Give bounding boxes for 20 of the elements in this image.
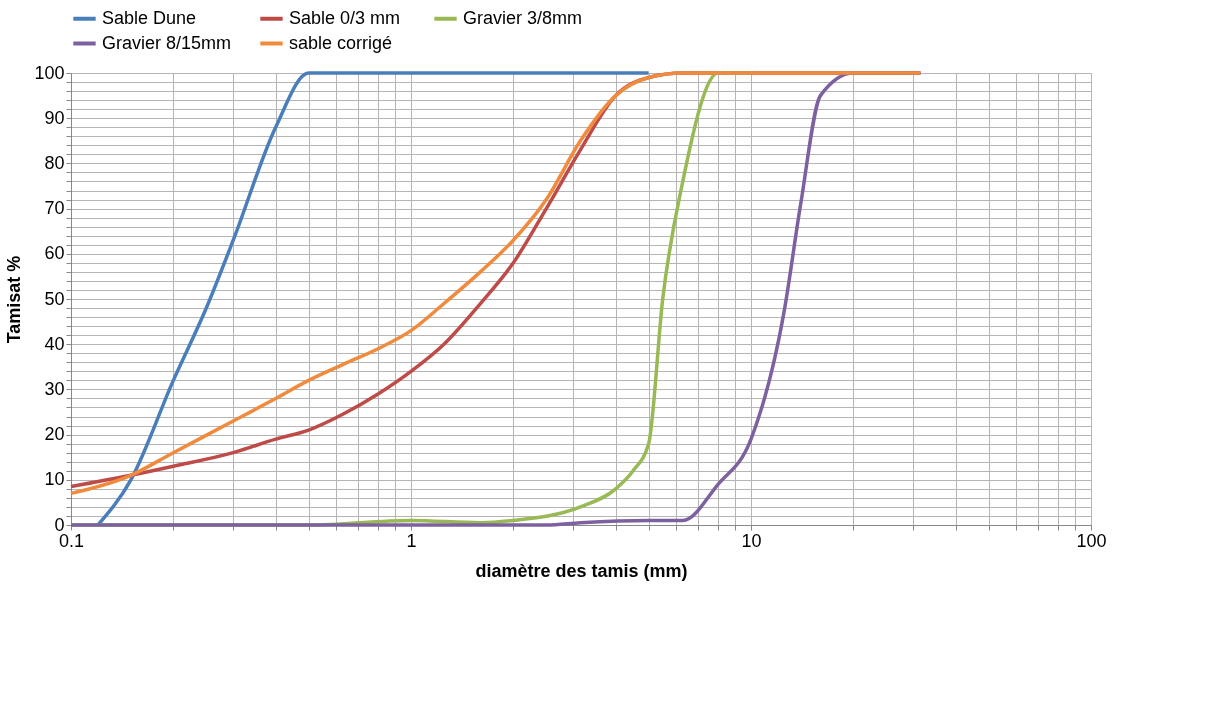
- legend-label: Gravier 8/15mm: [102, 32, 232, 53]
- y-tick-label: 60: [44, 243, 65, 264]
- x-tick-label: 10: [741, 530, 762, 551]
- y-tick-label: 10: [44, 469, 65, 490]
- x-tick-label: 1: [406, 530, 417, 551]
- legend-label: Gravier 3/8mm: [463, 7, 583, 28]
- y-axis-title: Tamisat %: [4, 255, 25, 344]
- legend-label: Sable 0/3 mm: [289, 7, 401, 28]
- y-tick-label: 70: [44, 198, 65, 219]
- y-tick-label: 90: [44, 107, 65, 128]
- y-tick-label: 20: [44, 424, 65, 445]
- y-tick-label: 50: [44, 288, 65, 309]
- y-tick-label: 80: [44, 152, 65, 173]
- x-tick-label: 100: [1076, 530, 1107, 551]
- legend-label: sable corrigé: [289, 32, 393, 53]
- x-axis-title: diamètre des tamis (mm): [475, 560, 688, 581]
- y-tick-label: 100: [34, 62, 65, 83]
- y-tick-label: 30: [44, 378, 65, 399]
- legend-label: Sable Dune: [102, 7, 197, 28]
- y-tick-label: 40: [44, 333, 65, 354]
